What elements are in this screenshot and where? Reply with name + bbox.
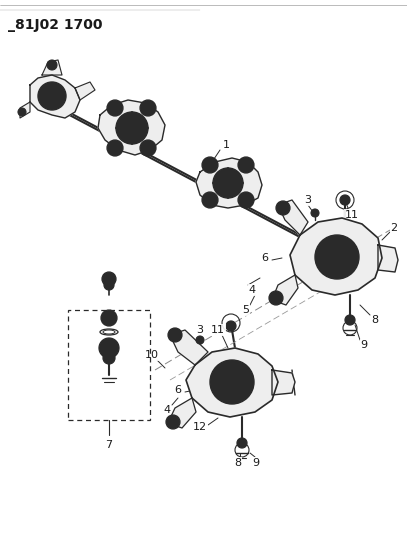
Circle shape (168, 328, 182, 342)
Circle shape (202, 157, 218, 173)
Text: 1: 1 (223, 140, 230, 150)
Circle shape (140, 140, 156, 156)
Text: 4: 4 (164, 405, 171, 415)
Circle shape (107, 140, 123, 156)
Circle shape (105, 314, 113, 322)
Circle shape (101, 310, 117, 326)
Polygon shape (30, 75, 80, 118)
Circle shape (213, 168, 243, 198)
Circle shape (102, 272, 116, 286)
Circle shape (326, 246, 348, 268)
Circle shape (210, 360, 254, 404)
Text: 12: 12 (193, 422, 207, 432)
Circle shape (104, 343, 114, 353)
Circle shape (116, 112, 148, 144)
Circle shape (269, 291, 283, 305)
Text: 2: 2 (390, 223, 398, 233)
Ellipse shape (100, 329, 118, 335)
Circle shape (124, 120, 140, 136)
Circle shape (45, 89, 59, 103)
Circle shape (238, 157, 254, 173)
Text: 8: 8 (234, 458, 242, 468)
Circle shape (196, 336, 204, 344)
Text: 11: 11 (211, 325, 225, 335)
Text: 7: 7 (105, 440, 113, 450)
Text: 3: 3 (197, 325, 204, 335)
Polygon shape (42, 60, 62, 75)
Circle shape (238, 192, 254, 208)
Polygon shape (98, 100, 165, 155)
Polygon shape (290, 218, 382, 295)
Text: 6: 6 (262, 253, 269, 263)
Circle shape (38, 82, 66, 110)
Polygon shape (272, 370, 295, 395)
Circle shape (311, 209, 319, 217)
Circle shape (103, 352, 115, 364)
Circle shape (104, 280, 114, 290)
Polygon shape (170, 330, 208, 365)
Polygon shape (75, 82, 95, 100)
Circle shape (202, 192, 218, 208)
Text: _81J02 1700: _81J02 1700 (8, 18, 103, 32)
Bar (68, 310, 150, 420)
Polygon shape (20, 102, 30, 118)
Circle shape (140, 100, 156, 116)
Circle shape (226, 321, 236, 331)
Text: 3: 3 (304, 195, 311, 205)
Circle shape (107, 100, 123, 116)
Circle shape (340, 195, 350, 205)
Text: 11: 11 (345, 210, 359, 220)
Text: 5: 5 (177, 419, 184, 429)
Polygon shape (272, 275, 298, 305)
Text: 9: 9 (252, 458, 260, 468)
Polygon shape (378, 245, 398, 272)
Text: 9: 9 (361, 340, 368, 350)
Polygon shape (168, 398, 196, 428)
Circle shape (47, 60, 57, 70)
Circle shape (237, 438, 247, 448)
Circle shape (18, 108, 26, 116)
Text: 5: 5 (243, 305, 249, 315)
Circle shape (221, 176, 235, 190)
Polygon shape (186, 348, 278, 417)
Circle shape (315, 235, 359, 279)
Text: 4: 4 (248, 285, 256, 295)
Text: 8: 8 (372, 315, 379, 325)
Circle shape (345, 315, 355, 325)
Polygon shape (196, 158, 262, 208)
Circle shape (166, 415, 180, 429)
Text: 10: 10 (145, 350, 159, 360)
Circle shape (99, 338, 119, 358)
Polygon shape (278, 200, 308, 235)
Ellipse shape (103, 330, 115, 334)
Text: 6: 6 (175, 385, 182, 395)
Circle shape (276, 201, 290, 215)
Circle shape (221, 371, 243, 393)
